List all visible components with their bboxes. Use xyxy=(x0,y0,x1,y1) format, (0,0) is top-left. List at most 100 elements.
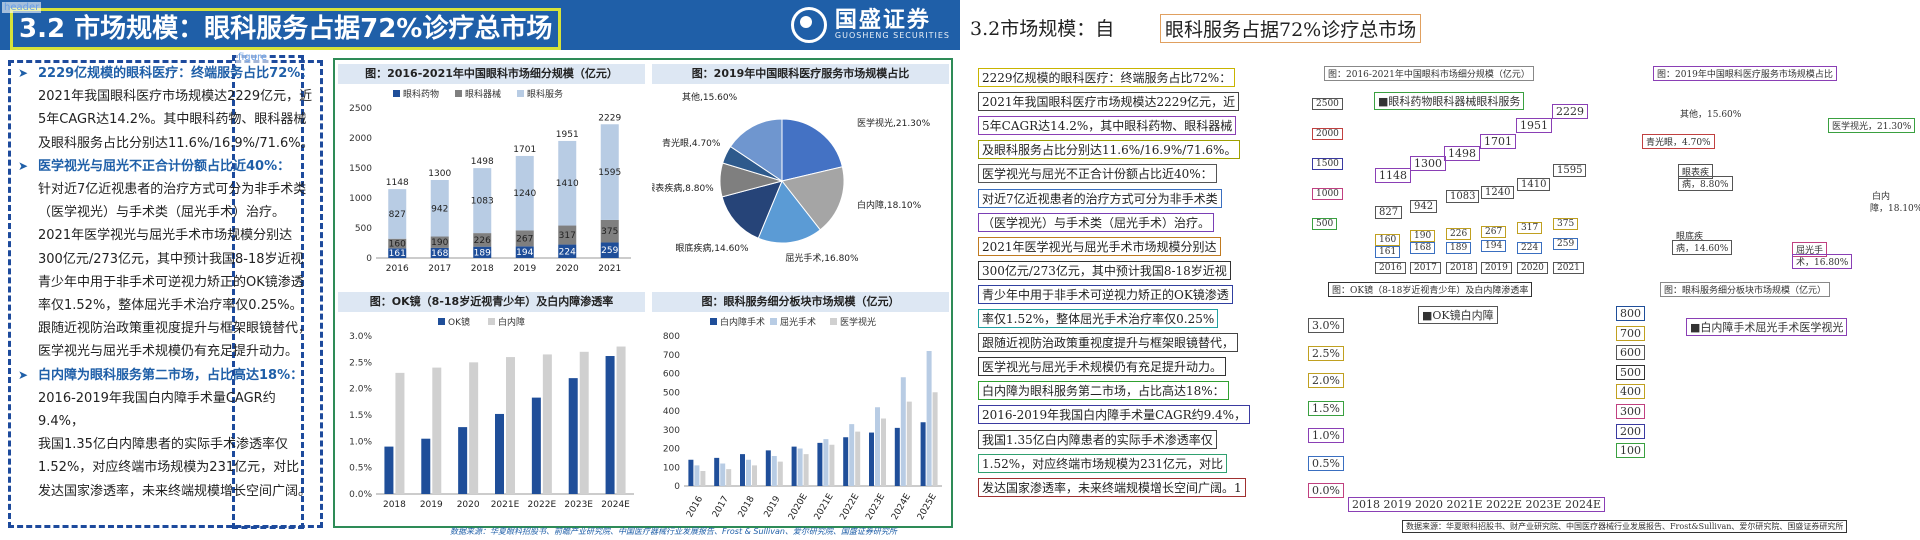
pie-label: 眼表疾病,8.80% xyxy=(652,182,714,194)
x-tick-label: 2022E xyxy=(528,500,557,510)
total-label: 1300 xyxy=(428,169,451,179)
chart-market-size: 图：2016-2021年中国眼科市场细分规模（亿元） 眼科药物 眼科器械 眼科服务 0… xyxy=(338,64,645,286)
bar xyxy=(395,372,405,494)
bullet-line: 我国1.35亿白内障患者的实际手术渗透率仅 xyxy=(38,437,288,453)
legend-label: OK镜 xyxy=(448,316,470,328)
ocr-fig1-low: 317 xyxy=(1517,222,1543,234)
ocr-line: 1.52%，对应终端市场规模为231亿元，对比 xyxy=(978,453,1228,473)
y-tick-label: 100 xyxy=(663,463,680,473)
x-tick-label: 2016 xyxy=(386,264,409,274)
ocr-title-a: 3.2市场规模：自 xyxy=(970,18,1115,40)
bar-segment xyxy=(558,244,577,258)
y-tick-label: 2000 xyxy=(349,134,372,144)
ocr-fig2-label: 眼表疾 xyxy=(1678,164,1714,179)
bar xyxy=(432,367,442,494)
ocr-panel: 3.2市场规模：自 眼科服务占据72%诊疗总市场 2229亿规模的眼科医疗：终端… xyxy=(960,0,1920,540)
chart-penetration-svg: OK镜 白内障 0.0% 0.5% 1.0% 1.5% 2.0% 2.5% 3.0% 2018 20… xyxy=(349,316,634,510)
bar-segment xyxy=(515,230,534,247)
ocr-fig1-total: 1300 xyxy=(1410,156,1446,171)
ocr-fig1-low: 375 xyxy=(1553,218,1579,230)
bar xyxy=(875,407,880,486)
figures-frame xyxy=(333,58,953,528)
ocr-line: 白内障为眼科服务第二市场，占比高达18%： xyxy=(978,381,1229,401)
bar xyxy=(771,456,777,486)
bullet-line: （医学视光）与手术类（屈光手术）治疗。 xyxy=(38,205,286,221)
ocr-fig1-total: 1148 xyxy=(1375,168,1411,183)
bullet-item: ➤ 2229亿规模的眼科医疗：终端服务占比72%： 2021年我国眼科医疗市场规模达… xyxy=(18,62,318,155)
x-tick-label: 2020 xyxy=(556,264,579,274)
bar-segment xyxy=(430,247,449,258)
bar-segment xyxy=(558,225,577,245)
ocr-line: 2229亿规模的眼科医疗：终端服务占比72%： xyxy=(978,68,1236,87)
pie-slice xyxy=(781,166,845,231)
figure-tag: figure xyxy=(236,52,270,63)
ocr-fig4-tick: 500 xyxy=(1616,364,1645,380)
y-tick-label: 2.0% xyxy=(349,385,372,395)
ocr-fig1-total: 1951 xyxy=(1516,118,1552,133)
ocr-fig3-tick: 2.5% xyxy=(1308,345,1344,361)
bar xyxy=(746,459,751,486)
ocr-fig2-label: 病，8.80% xyxy=(1678,176,1733,191)
total-label: 1951 xyxy=(556,130,579,140)
bar-segment xyxy=(600,242,619,258)
data-label: 160 xyxy=(389,240,406,250)
legend-swatch xyxy=(488,318,495,325)
ocr-line: 300亿元/273亿元，其中预计我国8-18岁近视 xyxy=(978,260,1231,280)
ocr-source: 数据来源：华夏眼科招股书、财产业研究院、中国医疗器械行业发展报告、Frost&S… xyxy=(1402,520,1848,533)
bar-segment xyxy=(600,219,619,243)
ocr-fig1-total: 2229 xyxy=(1552,104,1588,119)
data-label: 194 xyxy=(516,248,533,258)
chart-title: 图：2019年中国眼科医疗服务市场规模占比 xyxy=(652,64,949,84)
ocr-line: 发达国家渗透率，未来终端规模增长空间广阔。1 xyxy=(978,477,1246,497)
total-label: 1498 xyxy=(471,157,494,167)
bar-segment xyxy=(515,246,534,258)
bar-segment xyxy=(473,168,492,234)
ocr-fig4-tick: 100 xyxy=(1616,443,1645,459)
ocr-line: 2021年医学视光与屈光手术市场规模分别达 xyxy=(978,236,1221,256)
y-tick-label: 200 xyxy=(663,445,680,455)
bullet-heading: 医学视光与屈光不正合计份额占比近40%： xyxy=(38,158,291,174)
x-tick-label: 2016 xyxy=(685,494,705,519)
ocr-fig4-tick: 800 xyxy=(1616,306,1645,321)
ocr-fig1-year: 2016 xyxy=(1375,262,1406,274)
ocr-line: 青少年中用于非手术可逆视力矫正的OK镜渗透 xyxy=(978,284,1233,304)
ocr-line: 及眼科服务占比分别达11.6%/16.9%/71.6%。 xyxy=(978,140,1241,160)
data-label: 317 xyxy=(559,231,576,241)
ocr-fig1-base: 189 xyxy=(1446,242,1472,254)
pie-slice xyxy=(781,118,843,182)
legend-label: 眼科器械 xyxy=(465,88,501,100)
data-label: 1240 xyxy=(513,189,536,199)
bar xyxy=(855,431,861,486)
x-tick-label: 2024E xyxy=(601,500,630,510)
bar xyxy=(797,448,803,486)
header-tag: header xyxy=(2,2,42,13)
y-tick-label: 0 xyxy=(366,254,372,264)
ocr-fig1-low: 190 xyxy=(1410,230,1436,242)
bar xyxy=(881,418,886,486)
ocr-fig1-base: 224 xyxy=(1517,242,1543,254)
ocr-line: 率仅1.52%，整体屈光手术治疗率仅0.25% xyxy=(978,309,1219,328)
ocr-fig1-legend: ■眼科药物眼科器械眼科服务 xyxy=(1374,92,1525,110)
pie-label: 医学视光,21.30% xyxy=(857,117,931,129)
bullet-line: 2021年医学视光与屈光手术市场规模分别达 xyxy=(38,228,293,244)
y-tick-label: 700 xyxy=(663,351,680,361)
data-label: 168 xyxy=(431,249,448,259)
brand-logo: 国盛证券 GUOSHENG SECURITIES xyxy=(790,6,950,44)
ocr-fig1-low: 267 xyxy=(1481,226,1507,238)
legend-swatch xyxy=(455,90,462,97)
bar xyxy=(700,471,706,486)
bar xyxy=(542,354,552,494)
ocr-fig2-label: 病，14.60% xyxy=(1672,240,1733,255)
bullet-list: ➤ 2229亿规模的眼科医疗：终端服务占比72%： 2021年我国眼科医疗市场规模达… xyxy=(18,62,318,503)
bar xyxy=(823,439,829,486)
ocr-fig2-label: 其他，15.60% xyxy=(1676,106,1746,121)
ocr-line: 5年CAGR达14.2%，其中眼科药物、眼科器械 xyxy=(978,116,1237,136)
y-tick-label: 300 xyxy=(663,426,680,436)
y-tick-label: 0.0% xyxy=(349,490,372,500)
bar xyxy=(714,457,720,486)
ocr-fig1-mid: 1410 xyxy=(1517,178,1551,191)
y-tick-label: 1.0% xyxy=(349,437,372,447)
ocr-fig1-year: 2021 xyxy=(1553,262,1584,274)
bullet-line: 针对近7亿近视患者的治疗方式可分为非手术类 xyxy=(38,182,307,198)
bar xyxy=(843,437,849,486)
